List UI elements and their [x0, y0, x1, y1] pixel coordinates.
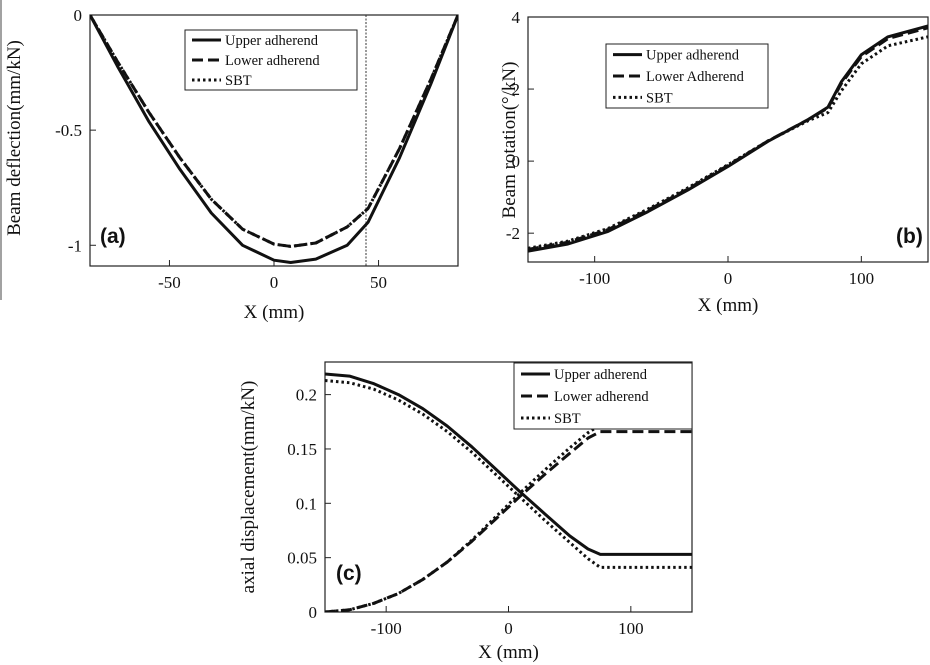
y-tick-label: 2 — [512, 80, 521, 99]
y-tick-label: 0.15 — [287, 440, 317, 459]
y-tick-label: 0.2 — [296, 386, 317, 405]
x-tick-label: 100 — [618, 619, 644, 638]
legend-entry: Lower adherend — [554, 389, 649, 405]
series-line-sbt — [325, 379, 692, 569]
legend-entry: SBT — [646, 90, 673, 106]
panel-label: (a) — [100, 225, 126, 248]
panel-label: (b) — [896, 225, 923, 248]
series-line-sbt-lower — [325, 423, 692, 612]
legend-entry: Upper adherend — [646, 48, 740, 64]
legend-box — [184, 29, 358, 91]
x-axis-label: X (mm) — [698, 295, 759, 316]
x-tick-label: 100 — [849, 269, 875, 288]
panel-c-axial-displacement: -100 0 100 0 0.05 0.1 0.15 0.2 Upper adherend Low… — [238, 361, 693, 663]
x-tick-label: -100 — [371, 619, 402, 638]
y-axis-label: Beam deflection(mm/kN) — [4, 40, 25, 236]
series-line-upper-adherend — [90, 15, 458, 264]
y-tick-label: 0 — [74, 6, 83, 25]
series-line-sbt — [90, 15, 458, 248]
y-tick-label: 4 — [512, 8, 521, 27]
y-tick-label: 0.1 — [296, 494, 317, 513]
x-tick-label: -100 — [579, 269, 610, 288]
series-line-sbt — [528, 35, 928, 250]
legend-entry: Lower adherend — [225, 53, 320, 69]
panel-a-beam-deflection: -50 0 50 0 -0.5 -1 Upper adherend Lower adheren… — [4, 6, 459, 323]
y-tick-label: -0.5 — [55, 121, 82, 140]
series-line-upper-adherend — [325, 372, 692, 556]
x-axis-label: X (mm) — [478, 642, 539, 663]
x-tick-label: 0 — [270, 273, 279, 292]
x-tick-label: 0 — [724, 269, 733, 288]
series-line-lower-adherend — [325, 430, 692, 612]
y-tick-label: 0 — [512, 152, 521, 171]
x-tick-label: 0 — [504, 619, 513, 638]
y-tick-label: 0.05 — [287, 549, 317, 568]
legend-entry: SBT — [554, 411, 581, 427]
panel-b-beam-rotation: -100 0 100 4 2 0 -2 Upper adherend Lower Adheren… — [499, 8, 929, 316]
panel-label: (c) — [336, 562, 362, 585]
legend-entry: Upper adherend — [554, 367, 648, 383]
x-axis-label: X (mm) — [244, 302, 305, 323]
y-tick-label: -2 — [506, 224, 520, 243]
legend-entry: Lower Adherend — [646, 69, 745, 85]
y-tick-label: -1 — [68, 236, 82, 255]
x-tick-label: 50 — [370, 273, 387, 292]
legend-entry: SBT — [225, 73, 252, 89]
y-tick-label: 0 — [309, 603, 318, 622]
y-axis-label: Beam rotation(°/kN) — [499, 62, 520, 219]
x-tick-label: -50 — [158, 273, 181, 292]
legend-entry: Upper adherend — [225, 33, 319, 49]
y-axis-label: axial displacement(mm/kN) — [238, 381, 259, 594]
